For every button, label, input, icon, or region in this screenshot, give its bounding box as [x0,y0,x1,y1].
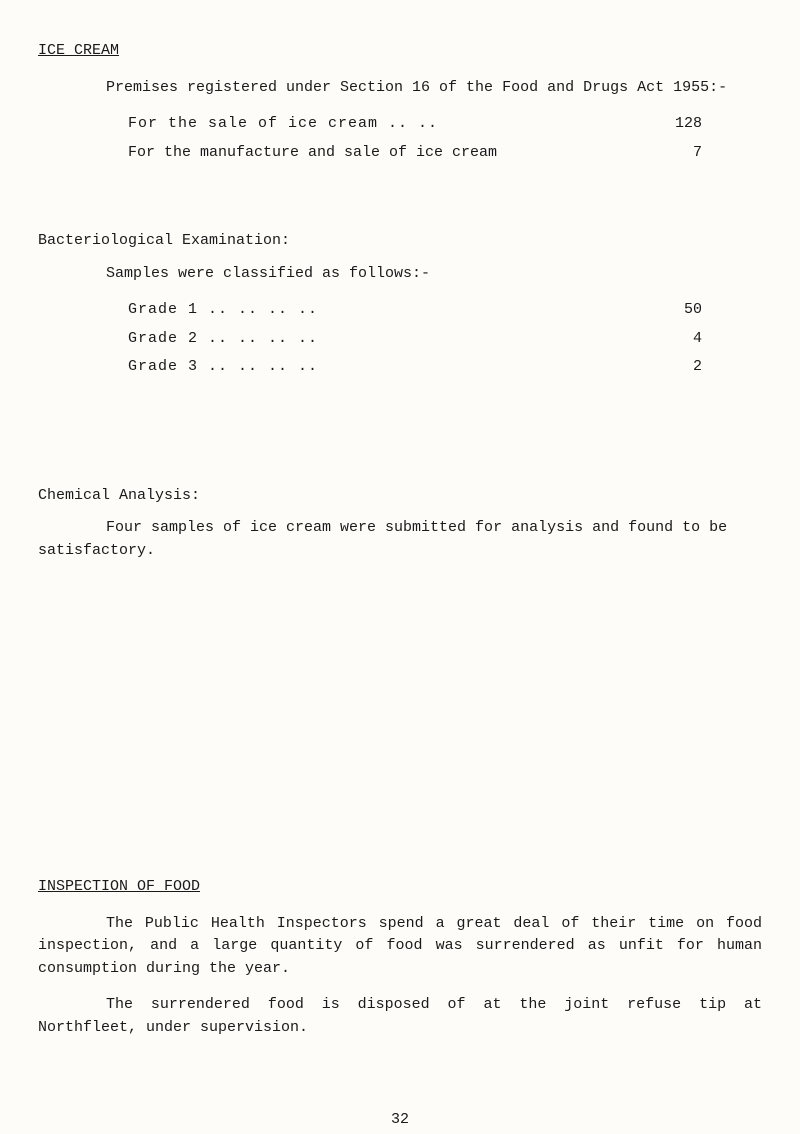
table-row: For the manufacture and sale of ice crea… [128,142,762,165]
row-label: For the manufacture and sale of ice crea… [128,142,612,165]
table-row: Grade 1 .. .. .. .. 50 [128,299,762,322]
table-row: Grade 2 .. .. .. .. 4 [128,328,762,351]
table-row: For the sale of ice cream .. .. 128 [128,113,762,136]
table-row: Grade 3 .. .. .. .. 2 [128,356,762,379]
chemical-para: Four samples of ice cream were submitted… [38,517,762,562]
bacteriological-heading: Bacteriological Examination: [38,230,762,253]
row-label: Grade 2 .. .. .. .. [128,328,612,351]
inspection-para1: The Public Health Inspectors spend a gre… [38,913,762,981]
row-value: 2 [612,356,762,379]
row-label: Grade 3 .. .. .. .. [128,356,612,379]
row-value: 4 [612,328,762,351]
chemical-heading: Chemical Analysis: [38,485,762,508]
inspection-heading: INSPECTION OF FOOD [38,876,762,899]
ice-cream-intro: Premises registered under Section 16 of … [38,77,762,100]
ice-cream-heading: ICE CREAM [38,40,762,63]
row-label: Grade 1 .. .. .. .. [128,299,612,322]
row-value: 7 [612,142,762,165]
page-number: 32 [38,1109,762,1132]
bacteriological-intro: Samples were classified as follows:- [106,263,762,286]
row-value: 50 [612,299,762,322]
row-label: For the sale of ice cream .. .. [128,113,612,136]
row-value: 128 [612,113,762,136]
inspection-para2: The surrendered food is disposed of at t… [38,994,762,1039]
